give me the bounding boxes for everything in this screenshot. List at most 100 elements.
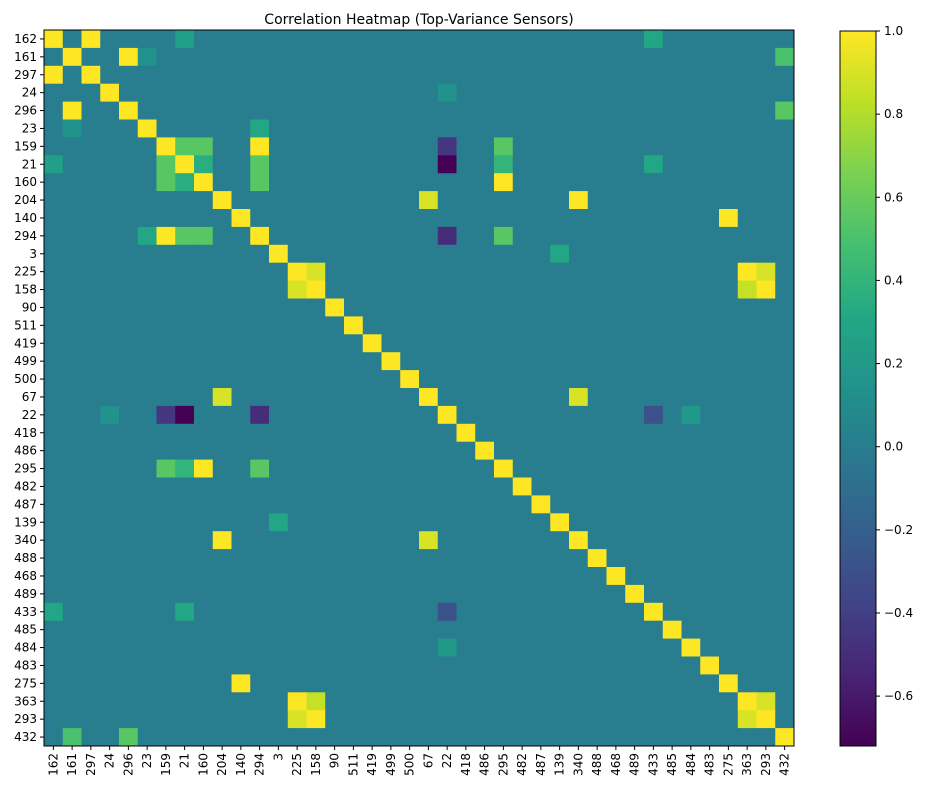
heatmap-cell-139-433 bbox=[644, 513, 664, 532]
y-tick-label: 162 bbox=[14, 32, 37, 46]
heatmap-cell-340-225 bbox=[287, 531, 307, 550]
heatmap-cell-160-3 bbox=[269, 173, 289, 192]
heatmap-cell-433-225 bbox=[287, 602, 307, 622]
heatmap-cell-161-140 bbox=[231, 47, 251, 67]
heatmap-cell-489-140 bbox=[231, 584, 251, 604]
heatmap-cell-159-489 bbox=[625, 137, 645, 156]
heatmap-cell-22-139 bbox=[550, 405, 570, 425]
heatmap-cell-140-486 bbox=[475, 209, 495, 228]
heatmap-cell-482-162 bbox=[44, 477, 64, 496]
heatmap-cell-294-484 bbox=[681, 226, 701, 246]
heatmap-cell-3-419 bbox=[362, 244, 382, 264]
heatmap-cell-296-418 bbox=[456, 101, 476, 120]
heatmap-cell-90-225 bbox=[287, 298, 307, 317]
heatmap-cell-293-418 bbox=[456, 710, 476, 729]
x-tick-label: 432 bbox=[778, 753, 792, 776]
heatmap-cell-159-159 bbox=[156, 137, 176, 156]
heatmap-cell-432-432 bbox=[775, 728, 795, 747]
heatmap-cell-225-204 bbox=[212, 262, 232, 282]
heatmap-cell-162-483 bbox=[700, 30, 720, 49]
heatmap-cell-486-418 bbox=[456, 441, 476, 461]
heatmap-cell-22-511 bbox=[344, 405, 364, 425]
heatmap-cell-225-23 bbox=[137, 262, 157, 282]
heatmap-cell-486-485 bbox=[662, 441, 682, 461]
heatmap-cell-433-293 bbox=[756, 602, 776, 622]
heatmap-cell-419-296 bbox=[119, 334, 139, 353]
heatmap-cell-294-23 bbox=[137, 226, 157, 246]
heatmap-cell-23-295 bbox=[494, 119, 514, 138]
heatmap-cell-483-67 bbox=[419, 656, 439, 675]
heatmap-cell-90-158 bbox=[306, 298, 326, 317]
heatmap-cell-161-204 bbox=[212, 47, 232, 67]
heatmap-cell-500-468 bbox=[606, 370, 626, 389]
heatmap-cell-418-162 bbox=[44, 423, 64, 443]
heatmap-cell-21-3 bbox=[269, 155, 289, 174]
heatmap-cell-419-23 bbox=[137, 334, 157, 353]
heatmap-cell-433-160 bbox=[194, 602, 214, 622]
heatmap-cell-487-484 bbox=[681, 495, 701, 514]
heatmap-cell-489-489 bbox=[625, 584, 645, 604]
heatmap-cell-484-21 bbox=[175, 638, 195, 657]
heatmap-cell-23-3 bbox=[269, 119, 289, 138]
heatmap-cell-22-22 bbox=[437, 405, 457, 425]
heatmap-cell-432-67 bbox=[419, 728, 439, 747]
heatmap-cell-483-161 bbox=[62, 656, 82, 675]
heatmap-cell-483-225 bbox=[287, 656, 307, 675]
heatmap-cell-486-433 bbox=[644, 441, 664, 461]
heatmap-cell-484-487 bbox=[531, 638, 551, 657]
heatmap-cell-432-23 bbox=[137, 728, 157, 747]
heatmap-cell-159-500 bbox=[400, 137, 420, 156]
heatmap-cell-468-139 bbox=[550, 567, 570, 586]
heatmap-cell-419-433 bbox=[644, 334, 664, 353]
y-tick-label: 161 bbox=[14, 50, 37, 64]
heatmap-cell-297-468 bbox=[606, 65, 626, 85]
heatmap-cell-432-24 bbox=[100, 728, 120, 747]
heatmap-cell-162-139 bbox=[550, 30, 570, 49]
heatmap-cell-468-500 bbox=[400, 567, 420, 586]
heatmap-cell-140-433 bbox=[644, 209, 664, 228]
heatmap-cell-487-511 bbox=[344, 495, 364, 514]
heatmap-cell-24-67 bbox=[419, 83, 439, 103]
heatmap-cell-23-275 bbox=[719, 119, 739, 138]
heatmap-cell-484-159 bbox=[156, 638, 176, 657]
heatmap-cell-297-419 bbox=[362, 65, 382, 85]
heatmap-cell-67-419 bbox=[362, 388, 382, 407]
heatmap-cell-3-160 bbox=[194, 244, 214, 264]
heatmap-cell-432-162 bbox=[44, 728, 64, 747]
heatmap-cell-22-158 bbox=[306, 405, 326, 425]
heatmap-cell-24-275 bbox=[719, 83, 739, 103]
heatmap-cell-204-488 bbox=[587, 191, 607, 210]
heatmap-cell-294-295 bbox=[494, 226, 514, 246]
heatmap-cell-419-340 bbox=[569, 334, 589, 353]
heatmap-cell-489-482 bbox=[512, 584, 532, 604]
heatmap-cell-487-483 bbox=[700, 495, 720, 514]
heatmap-cell-484-489 bbox=[625, 638, 645, 657]
heatmap-cell-160-482 bbox=[512, 173, 532, 192]
heatmap-cell-419-161 bbox=[62, 334, 82, 353]
heatmap-cell-140-204 bbox=[212, 209, 232, 228]
heatmap-cell-225-486 bbox=[475, 262, 495, 282]
heatmap-cell-485-225 bbox=[287, 620, 307, 640]
heatmap-cell-484-90 bbox=[325, 638, 345, 657]
heatmap-cell-160-433 bbox=[644, 173, 664, 192]
heatmap-cell-499-483 bbox=[700, 352, 720, 371]
heatmap-cell-340-204 bbox=[212, 531, 232, 550]
heatmap-cell-488-363 bbox=[737, 549, 757, 568]
heatmap-cell-482-158 bbox=[306, 477, 326, 496]
heatmap-cell-482-489 bbox=[625, 477, 645, 496]
heatmap-cell-482-296 bbox=[119, 477, 139, 496]
heatmap-cell-363-204 bbox=[212, 692, 232, 711]
heatmap-cell-24-433 bbox=[644, 83, 664, 103]
heatmap-cell-162-297 bbox=[81, 30, 101, 49]
x-tick-label: 293 bbox=[759, 753, 773, 776]
heatmap-cell-482-483 bbox=[700, 477, 720, 496]
heatmap-cell-499-24 bbox=[100, 352, 120, 371]
heatmap-cell-500-483 bbox=[700, 370, 720, 389]
heatmap-cell-433-419 bbox=[362, 602, 382, 622]
heatmap-cell-297-297 bbox=[81, 65, 101, 85]
heatmap-cell-485-433 bbox=[644, 620, 664, 640]
heatmap-cell-419-162 bbox=[44, 334, 64, 353]
heatmap-cell-293-363 bbox=[737, 710, 757, 729]
heatmap-cell-489-139 bbox=[550, 584, 570, 604]
heatmap-cell-275-159 bbox=[156, 674, 176, 693]
